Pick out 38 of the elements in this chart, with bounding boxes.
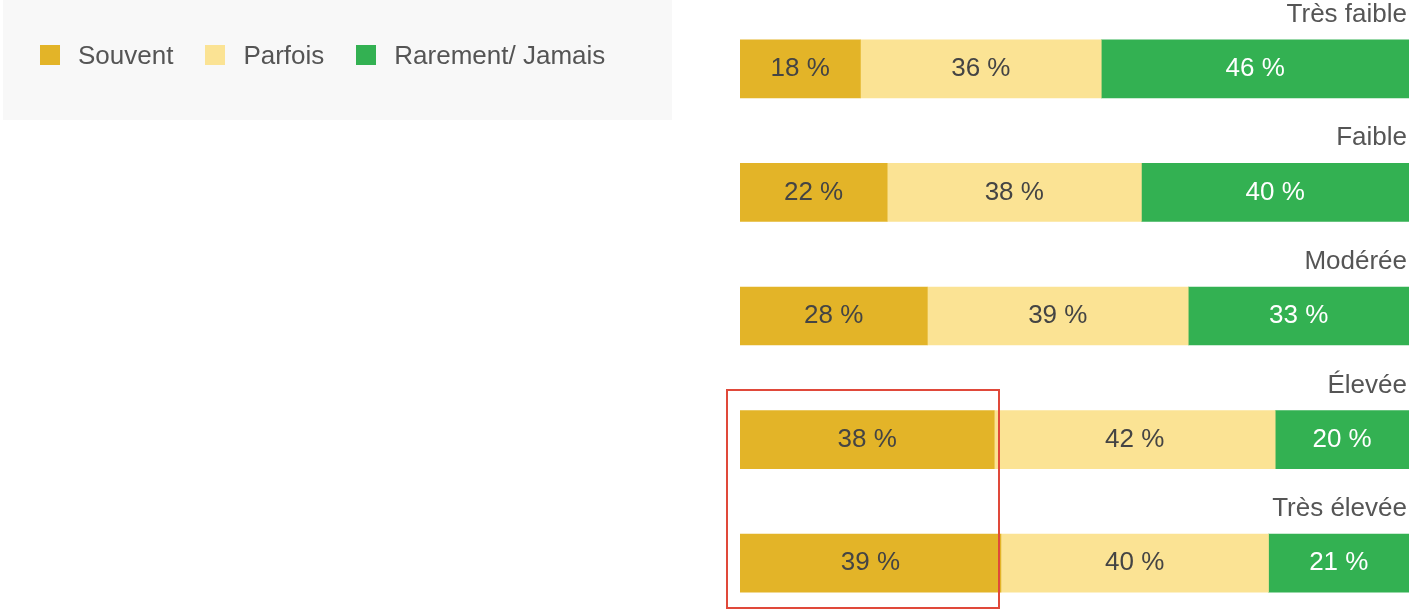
legend-label: Parfois <box>243 39 325 71</box>
bar <box>1268 533 1409 593</box>
bar <box>740 39 861 99</box>
legend-label: Rarement/ Jamais <box>394 39 606 71</box>
data-label: 42 % <box>1105 422 1165 453</box>
data-label: 39 % <box>1028 299 1088 330</box>
y-tick-label: Faible <box>1336 121 1407 152</box>
y-tick-label: Élevée <box>1327 368 1407 399</box>
bar <box>740 533 1002 593</box>
bar <box>1100 39 1409 99</box>
bar <box>740 286 928 346</box>
bar <box>1141 163 1409 222</box>
y-tick-label: Très faible <box>1286 0 1407 28</box>
data-label: 33 % <box>1268 299 1329 330</box>
data-label: 40 % <box>1105 546 1165 577</box>
bar <box>1187 286 1409 346</box>
data-label: 39 % <box>840 546 901 577</box>
y-tick-label: Très élevée <box>1272 492 1407 523</box>
y-tick-label: Modérée <box>1304 245 1407 275</box>
bar <box>926 286 1189 346</box>
data-label: 46 % <box>1225 51 1285 82</box>
data-label: 38 % <box>837 422 897 453</box>
bar <box>860 39 1102 99</box>
data-label: 21 % <box>1309 546 1369 577</box>
bar <box>740 163 888 222</box>
bar <box>993 410 1276 469</box>
data-label: 28 % <box>804 299 864 330</box>
bar <box>1274 410 1409 469</box>
bar <box>886 163 1142 222</box>
bar <box>740 410 995 469</box>
data-label: 40 % <box>1245 175 1305 206</box>
data-label: 36 % <box>951 51 1011 82</box>
data-label: 18 % <box>770 51 830 82</box>
data-label: 38 % <box>984 175 1044 206</box>
legend-label: Souvent <box>78 39 174 71</box>
bar <box>1000 533 1269 593</box>
data-label: 22 % <box>783 175 844 206</box>
data-label: 20 % <box>1312 422 1372 453</box>
